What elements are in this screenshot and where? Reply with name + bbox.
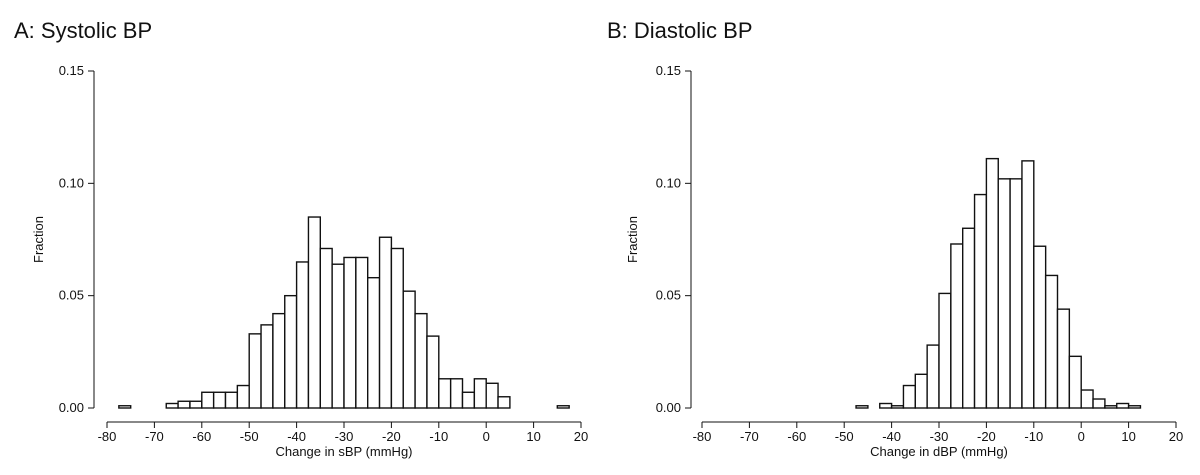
- histogram-bar: [1058, 309, 1070, 408]
- x-axis-label: Change in dBP (mmHg): [870, 444, 1008, 459]
- x-tick-label: -50: [240, 429, 259, 444]
- histogram-bar: [463, 392, 475, 408]
- histogram-bar: [202, 392, 214, 408]
- histogram-bar: [308, 217, 320, 408]
- histogram-bar: [557, 406, 569, 408]
- histogram-bar: [892, 406, 904, 408]
- x-tick-label: -40: [882, 429, 901, 444]
- x-tick-label: -50: [835, 429, 854, 444]
- x-tick-label: -20: [977, 429, 996, 444]
- histogram-bar: [415, 314, 427, 408]
- x-tick-label: -60: [192, 429, 211, 444]
- y-axis-label: Fraction: [625, 216, 640, 263]
- histogram-bar: [1129, 406, 1141, 408]
- histogram-bar: [249, 334, 261, 408]
- histogram-bar: [903, 386, 915, 408]
- histogram-bar: [1034, 246, 1046, 408]
- histogram-bar: [380, 237, 392, 408]
- y-tick-label: 0.15: [656, 63, 681, 78]
- x-tick-label: -80: [98, 429, 117, 444]
- histogram-bar: [856, 406, 868, 408]
- histogram-bar: [1069, 356, 1081, 408]
- histogram-bar: [344, 257, 356, 408]
- histogram-bar: [178, 401, 190, 408]
- x-tick-label: -20: [382, 429, 401, 444]
- histogram-bar: [214, 392, 226, 408]
- histogram-bar: [1046, 275, 1058, 408]
- y-axis-label: Fraction: [31, 216, 46, 263]
- histogram-bar: [986, 159, 998, 408]
- y-tick-label: 0.05: [656, 288, 681, 303]
- x-tick-label: -80: [693, 429, 712, 444]
- x-axis-label: Change in sBP (mmHg): [275, 444, 412, 459]
- x-tick-label: 0: [483, 429, 490, 444]
- histogram-bar: [320, 248, 332, 408]
- histogram-bar: [297, 262, 309, 408]
- histogram-bar: [119, 406, 131, 408]
- y-tick-label: 0.10: [656, 175, 681, 190]
- histogram-bar: [1010, 179, 1022, 408]
- histogram-bar: [927, 345, 939, 408]
- histogram-bar: [226, 392, 238, 408]
- x-tick-label: -70: [740, 429, 759, 444]
- y-tick-label: 0.00: [656, 400, 681, 415]
- x-tick-label: 10: [526, 429, 540, 444]
- histogram-bar: [356, 257, 368, 408]
- histogram-bar: [439, 379, 451, 408]
- y-tick-label: 0.05: [59, 288, 84, 303]
- histogram-bar: [190, 401, 202, 408]
- histogram-systolic: 0.00 0.05 0.10 0.15 -80 -70 -60 -50 -40 -30 -20 -10…: [0, 0, 600, 475]
- x-tick-label: -60: [787, 429, 806, 444]
- x-tick-label: 10: [1121, 429, 1135, 444]
- histogram-bar: [963, 228, 975, 408]
- histogram-bar: [273, 314, 285, 408]
- y-tick-label: 0.10: [59, 175, 84, 190]
- y-tick-label: 0.15: [59, 63, 84, 78]
- histogram-bar: [939, 293, 951, 408]
- histogram-bar: [1117, 404, 1129, 408]
- histogram-bar: [880, 404, 892, 408]
- histogram-bar: [332, 264, 344, 408]
- histogram-bar: [237, 386, 249, 408]
- histogram-bar: [427, 336, 439, 408]
- histogram-bar: [1093, 399, 1105, 408]
- histogram-bar: [1081, 390, 1093, 408]
- x-tick-label: 20: [574, 429, 588, 444]
- histogram-bar: [486, 383, 498, 408]
- histogram-bar: [915, 374, 927, 408]
- histogram-bar: [1105, 406, 1117, 408]
- y-tick-label: 0.00: [59, 400, 84, 415]
- histogram-bar: [998, 179, 1010, 408]
- histogram-bar: [474, 379, 486, 408]
- histogram-bar: [261, 325, 273, 408]
- histogram-bar: [975, 195, 987, 408]
- x-tick-label: -30: [335, 429, 354, 444]
- histogram-bar: [1022, 161, 1034, 408]
- histogram-bar: [403, 291, 415, 408]
- x-tick-label: 0: [1078, 429, 1085, 444]
- histogram-bar: [368, 278, 380, 408]
- histogram-bar: [285, 296, 297, 408]
- x-tick-label: -10: [429, 429, 448, 444]
- x-tick-label: -40: [287, 429, 306, 444]
- x-tick-label: 20: [1169, 429, 1183, 444]
- panel-diastolic: B: Diastolic BP 0.00 0.05 0.10 0.15 -80 -70 -6…: [600, 0, 1200, 475]
- histogram-bar: [451, 379, 463, 408]
- histogram-bar: [166, 404, 178, 408]
- histogram-bar: [951, 244, 963, 408]
- histogram-diastolic: 0.00 0.05 0.10 0.15 -80 -70 -60 -50 -40 -30 -20 -10…: [600, 0, 1200, 475]
- x-tick-label: -70: [145, 429, 164, 444]
- panel-systolic: A: Systolic BP 0.00 0.05 0.10 0.15 -80 -70 -60…: [0, 0, 600, 475]
- x-tick-label: -30: [930, 429, 949, 444]
- x-tick-label: -10: [1024, 429, 1043, 444]
- histogram-bar: [498, 397, 510, 408]
- histogram-bar: [391, 248, 403, 408]
